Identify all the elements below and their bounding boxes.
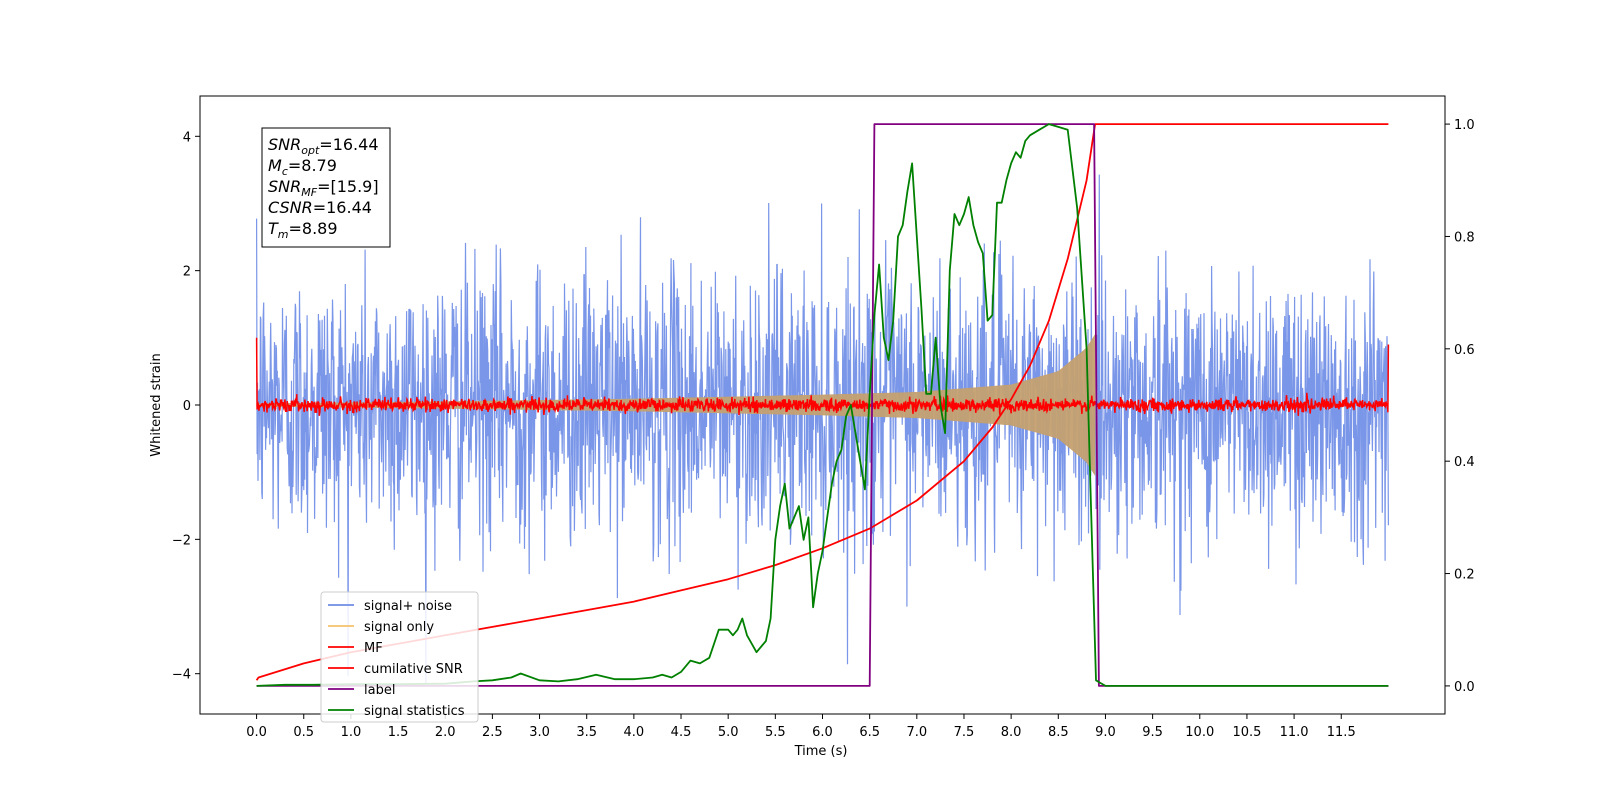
x-tick-label: 10.0 xyxy=(1185,725,1214,740)
y-axis-label: Whitened strain xyxy=(149,353,164,456)
annotation-frame xyxy=(261,127,391,248)
x-tick-label: 11.5 xyxy=(1327,725,1356,740)
y-tick-label: −2 xyxy=(172,533,191,548)
y-tick-label: 0 xyxy=(183,399,191,414)
y2-tick-label: 0.8 xyxy=(1454,230,1475,245)
x-tick-label: 4.5 xyxy=(671,725,692,740)
y2-tick-label: 0.0 xyxy=(1454,680,1475,695)
y2-tick-label: 0.2 xyxy=(1454,568,1475,583)
annotation-line: SNRopt=16.44 xyxy=(268,135,379,157)
x-tick-label: 5.0 xyxy=(718,725,739,740)
legend-label: signal+ noise xyxy=(364,599,452,614)
x-tick-label: 1.0 xyxy=(341,725,362,740)
x-axis-label: Time (s) xyxy=(794,744,848,759)
annotation-line: CSNR=16.44 xyxy=(268,198,372,217)
x-axis: 0.0 0.5 1.0 1.5 2.0 2.5 3.0 3.5 4.0 4.5 5.0 5.5 6.0 6… xyxy=(246,714,1356,740)
annotation-line: Mc=8.79 xyxy=(268,156,337,178)
x-tick-label: 5.5 xyxy=(765,725,786,740)
legend-frame xyxy=(320,591,479,723)
x-tick-label: 11.0 xyxy=(1280,725,1309,740)
annotation-box: SNRopt=16.44Mc=8.79SNRMF=[15.9]CSNR=16.4… xyxy=(261,127,391,248)
x-tick-label: 6.0 xyxy=(812,725,833,740)
legend-label: MF xyxy=(364,641,383,656)
x-tick-label: 8.5 xyxy=(1048,725,1069,740)
y-tick-label: 2 xyxy=(183,265,191,280)
x-tick-label: 1.5 xyxy=(388,725,409,740)
x-tick-label: 6.5 xyxy=(859,725,880,740)
series-signal-statistics xyxy=(256,123,1389,687)
legend-label: cumilative SNR xyxy=(364,662,463,677)
y-axis-left: −4 −2 0 2 4 xyxy=(172,130,200,683)
y-axis-right: 0.0 0.2 0.4 0.6 0.8 1.0 xyxy=(1445,118,1475,695)
x-tick-label: 7.0 xyxy=(906,725,927,740)
x-tick-label: 9.0 xyxy=(1095,725,1116,740)
y-tick-label: 4 xyxy=(183,130,191,145)
x-tick-label: 2.0 xyxy=(435,725,456,740)
x-tick-label: 3.0 xyxy=(529,725,550,740)
x-tick-label: 10.5 xyxy=(1232,725,1261,740)
legend-label: signal only xyxy=(364,620,434,635)
x-tick-label: 4.0 xyxy=(624,725,645,740)
x-tick-label: 0.5 xyxy=(293,725,314,740)
x-tick-label: 9.5 xyxy=(1142,725,1163,740)
series-mf xyxy=(255,337,1390,416)
x-tick-label: 0.0 xyxy=(246,725,267,740)
y2-tick-label: 0.6 xyxy=(1454,343,1475,358)
series-signal-noise xyxy=(256,174,1389,684)
legend-label: signal statistics xyxy=(364,704,465,719)
x-tick-label: 7.5 xyxy=(954,725,975,740)
y2-tick-label: 0.4 xyxy=(1454,455,1475,470)
y-tick-label: −4 xyxy=(172,668,191,683)
annotation-line: Tm=8.89 xyxy=(268,219,338,241)
x-tick-label: 2.5 xyxy=(482,725,503,740)
x-tick-label: 8.0 xyxy=(1001,725,1022,740)
legend: signal+ noise signal only MF cumilative SNR… xyxy=(320,591,479,723)
annotation-line: SNRMF=[15.9] xyxy=(268,177,379,199)
x-tick-label: 3.5 xyxy=(576,725,597,740)
y2-tick-label: 1.0 xyxy=(1454,118,1475,133)
legend-label: label xyxy=(364,683,395,698)
